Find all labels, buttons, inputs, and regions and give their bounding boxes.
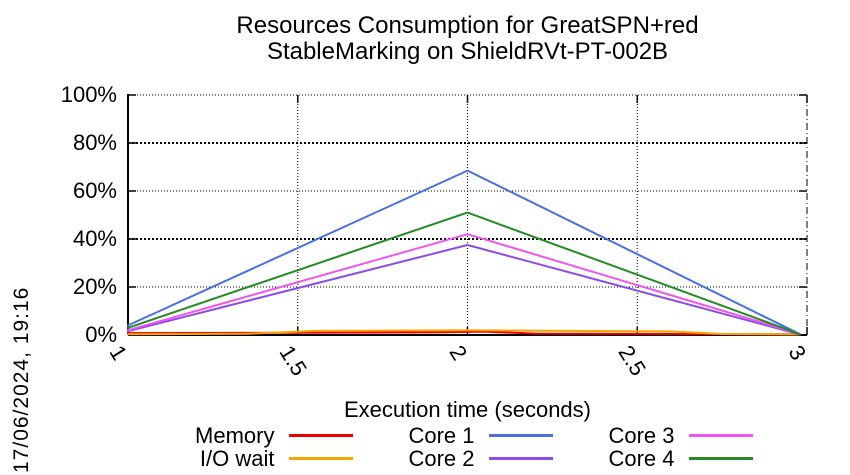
legend-item-core-3: Core 3: [601, 424, 753, 447]
y-tick-label-20: 20%: [72, 274, 117, 299]
legend-column-2: Core 1 Core 2: [401, 424, 553, 470]
chart-title-line1: Resources Consumption for GreatSPN+red: [236, 12, 699, 39]
series-core-4: [127, 211, 802, 336]
y-tick-label-0: 0%: [85, 322, 117, 347]
chart-title-line2: StableMarking on ShieldRVt-PT-002B: [266, 38, 669, 65]
y-tick-label-40: 40%: [72, 226, 117, 251]
legend-item-core-1: Core 1: [401, 424, 553, 447]
legend-label-memory: Memory: [195, 423, 275, 448]
legend-label-core-1: Core 1: [408, 423, 475, 448]
legend-column-3: Core 3 Core 4: [601, 424, 753, 470]
series-core-2: [127, 244, 802, 336]
legend-column-1: Memory I/O wait: [183, 424, 353, 470]
legend-line-core-4: [688, 457, 753, 460]
legend-item-core-4: Core 4: [601, 447, 753, 470]
x-axis-title: Execution time (seconds): [344, 397, 591, 422]
legend-label-core-4: Core 4: [608, 446, 675, 471]
series-core-3: [127, 233, 802, 335]
legend-line-core-2: [488, 457, 553, 460]
legend-line-core-1: [488, 434, 553, 437]
legend-item-i-o-wait: I/O wait: [183, 447, 353, 470]
legend-item-memory: Memory: [183, 424, 353, 447]
y-tick-label-60: 60%: [72, 178, 117, 203]
legend-line-memory: [288, 434, 353, 437]
chart-title: Resources Consumption for GreatSPN+red S…: [128, 13, 807, 65]
series-i-o-wait: [127, 329, 802, 336]
legend-label-core-3: Core 3: [608, 423, 675, 448]
legend-label-i-o-wait: I/O wait: [199, 446, 275, 471]
series-core-1: [127, 169, 802, 336]
legend-item-core-2: Core 2: [401, 447, 553, 470]
legend-line-core-3: [688, 434, 753, 437]
legend-line-i-o-wait: [288, 457, 353, 460]
legend: Memory I/O wait Core 1 Core 2 Core 3 Core 4: [128, 424, 807, 470]
legend-label-core-2: Core 2: [408, 446, 475, 471]
y-tick-label-100: 100%: [60, 82, 117, 107]
y-tick-label-80: 80%: [72, 130, 117, 155]
